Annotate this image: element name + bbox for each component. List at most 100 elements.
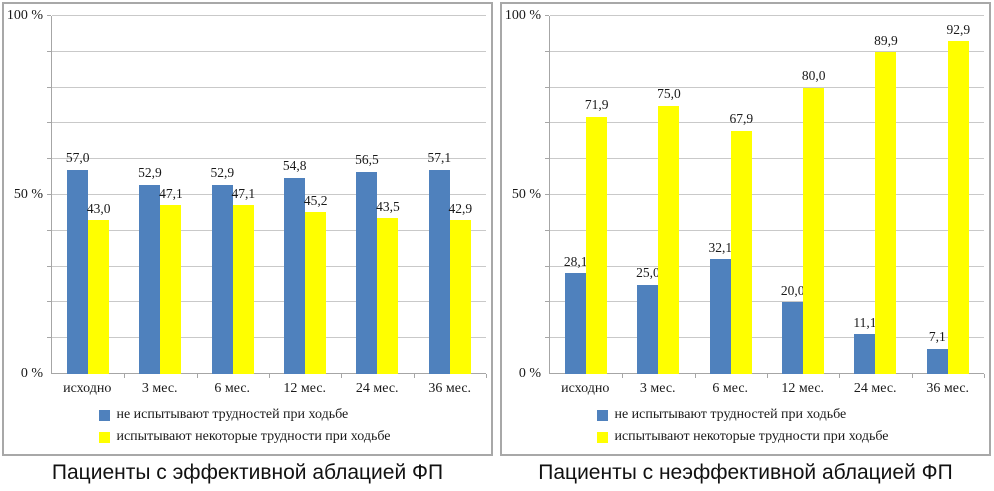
legend-label: не испытывают трудностей при ходьбе (116, 407, 349, 422)
bar-slot: 20,0 (781, 16, 804, 374)
bar-value-label: 43,5 (376, 198, 400, 214)
bars-layer: 28,1 71,9 25,0 75,0 32,1 67,9 20,0 80,0 11,1 89,9… (550, 16, 984, 374)
bar-group: 57,0 43,0 (52, 16, 124, 374)
y-axis-tick-label: 0 % (518, 366, 541, 381)
bar-yellow (875, 52, 897, 374)
bar-group: 56,5 43,5 (341, 16, 413, 374)
y-axis-tick-label: 50 % (13, 187, 43, 202)
legend: не испытывают трудностей при ходьбе испыт… (597, 408, 889, 444)
bar-yellow (377, 218, 399, 374)
y-tick (545, 337, 549, 339)
bar-blue (926, 348, 948, 374)
gridline (550, 50, 984, 52)
bar-blue (782, 302, 804, 374)
bar-slot: 43,5 (376, 16, 400, 374)
legend-swatch-yellow (597, 431, 609, 443)
bar-yellow (305, 212, 327, 374)
gridline (550, 86, 984, 88)
x-axis-category-label: 12 мес. (781, 381, 825, 396)
bar-yellow (947, 41, 969, 374)
x-axis-category-label: 24 мес. (355, 381, 399, 396)
x-tick (839, 374, 841, 378)
bar-yellow (232, 205, 254, 374)
chart-panel-ineffective: 100 % 50 % 0 % 28,1 71,9 25,0 75,0 32,1 67,9 20,0… (500, 2, 991, 456)
bar-group: 25,0 75,0 (622, 16, 694, 374)
gridline (52, 86, 486, 88)
x-axis-category-label: 6 мес. (712, 381, 749, 396)
y-tick (545, 122, 549, 124)
x-tick (269, 374, 270, 378)
x-axis-category-label: 6 мес. (214, 381, 251, 396)
bar-blue (428, 169, 450, 374)
bar-yellow (730, 130, 752, 374)
bar-value-label: 42,9 (448, 200, 473, 216)
plot-row: 100 % 50 % 0 % 28,1 71,9 25,0 75,0 32,1 67,9 20,0… (502, 9, 985, 381)
plot-area: 28,1 71,9 25,0 75,0 32,1 67,9 20,0 80,0 11,1 89,9… (545, 15, 985, 378)
x-axis-labels: исходно 3 мес. 6 мес. 12 мес. 24 мес. 36 мес. (549, 381, 984, 397)
y-axis-tick-label: 50 % (511, 187, 541, 202)
gridline (550, 265, 984, 267)
y-axis-labels: 100 % 50 % 0 % (502, 9, 549, 381)
gridline (550, 229, 984, 231)
chart-caption-effective: Пациенты с эффективной аблацией ФП (51, 461, 444, 484)
bar-value-label: 43,0 (86, 200, 111, 216)
bar-group: 54,8 45,2 (269, 16, 341, 374)
gridline (550, 122, 984, 124)
y-tick (47, 337, 51, 339)
bar-slot: 56,5 (355, 16, 379, 374)
bar-value-label: 7,1 (928, 329, 946, 345)
x-axis-category-label: 24 мес. (853, 381, 897, 396)
bar-value-label: 47,1 (159, 185, 183, 201)
y-axis-tick-label: 100 % (504, 8, 541, 23)
bar-slot: 80,0 (802, 16, 825, 374)
x-tick (984, 374, 985, 378)
gridline (550, 158, 984, 160)
bar-group: 28,1 71,9 (550, 16, 622, 374)
bar-slot: 54,8 (283, 16, 306, 374)
gridline (52, 194, 486, 195)
bar-slot: 7,1 (926, 16, 948, 374)
gridline (52, 15, 486, 16)
y-tick (545, 158, 549, 160)
bar-value-label: 75,0 (657, 86, 681, 101)
bar-slot: 52,9 (211, 16, 234, 374)
y-axis-labels: 100 % 50 % 0 % (4, 9, 51, 381)
y-tick (545, 194, 549, 195)
chart-figure-ineffective: 100 % 50 % 0 % 28,1 71,9 25,0 75,0 32,1 67,9 20,0… (500, 2, 991, 485)
bar-blue (637, 284, 659, 374)
x-axis-category-label: 3 мес. (141, 381, 178, 396)
x-tick (767, 374, 768, 378)
legend-item: не испытывают трудностей при ходьбе (99, 408, 390, 422)
bar-blue (709, 259, 731, 374)
x-tick (341, 374, 343, 378)
bar-group: 20,0 80,0 (767, 16, 839, 374)
bar-yellow (88, 220, 110, 374)
legend-item: испытывают некоторые трудности при ходьб… (99, 430, 391, 444)
gridline (550, 194, 984, 195)
gridline (52, 265, 486, 267)
x-axis-line (52, 373, 486, 374)
bar-group: 52,9 47,1 (197, 16, 269, 374)
x-axis-line (550, 373, 984, 374)
y-tick (47, 122, 51, 124)
y-tick (545, 265, 549, 267)
bar-value-label: 32,1 (708, 239, 733, 255)
legend-swatch-yellow (99, 431, 111, 443)
y-tick (47, 158, 51, 160)
bar-slot: 45,2 (304, 16, 327, 374)
bar-group: 7,1 92,9 (912, 16, 984, 374)
bar-slot: 57,1 (427, 16, 451, 374)
bar-value-label: 57,0 (65, 150, 90, 166)
bar-yellow (658, 105, 680, 374)
bar-slot: 32,1 (708, 16, 733, 374)
bar-blue (356, 171, 378, 374)
bar-value-label: 71,9 (584, 97, 609, 113)
y-axis-tick-label: 100 % (6, 8, 43, 23)
bar-slot: 92,9 (946, 16, 970, 374)
bar-slot: 57,0 (65, 16, 90, 374)
gridline (550, 337, 984, 339)
bar-value-label: 56,5 (355, 152, 379, 168)
y-tick (47, 50, 51, 52)
bar-blue (67, 169, 89, 374)
